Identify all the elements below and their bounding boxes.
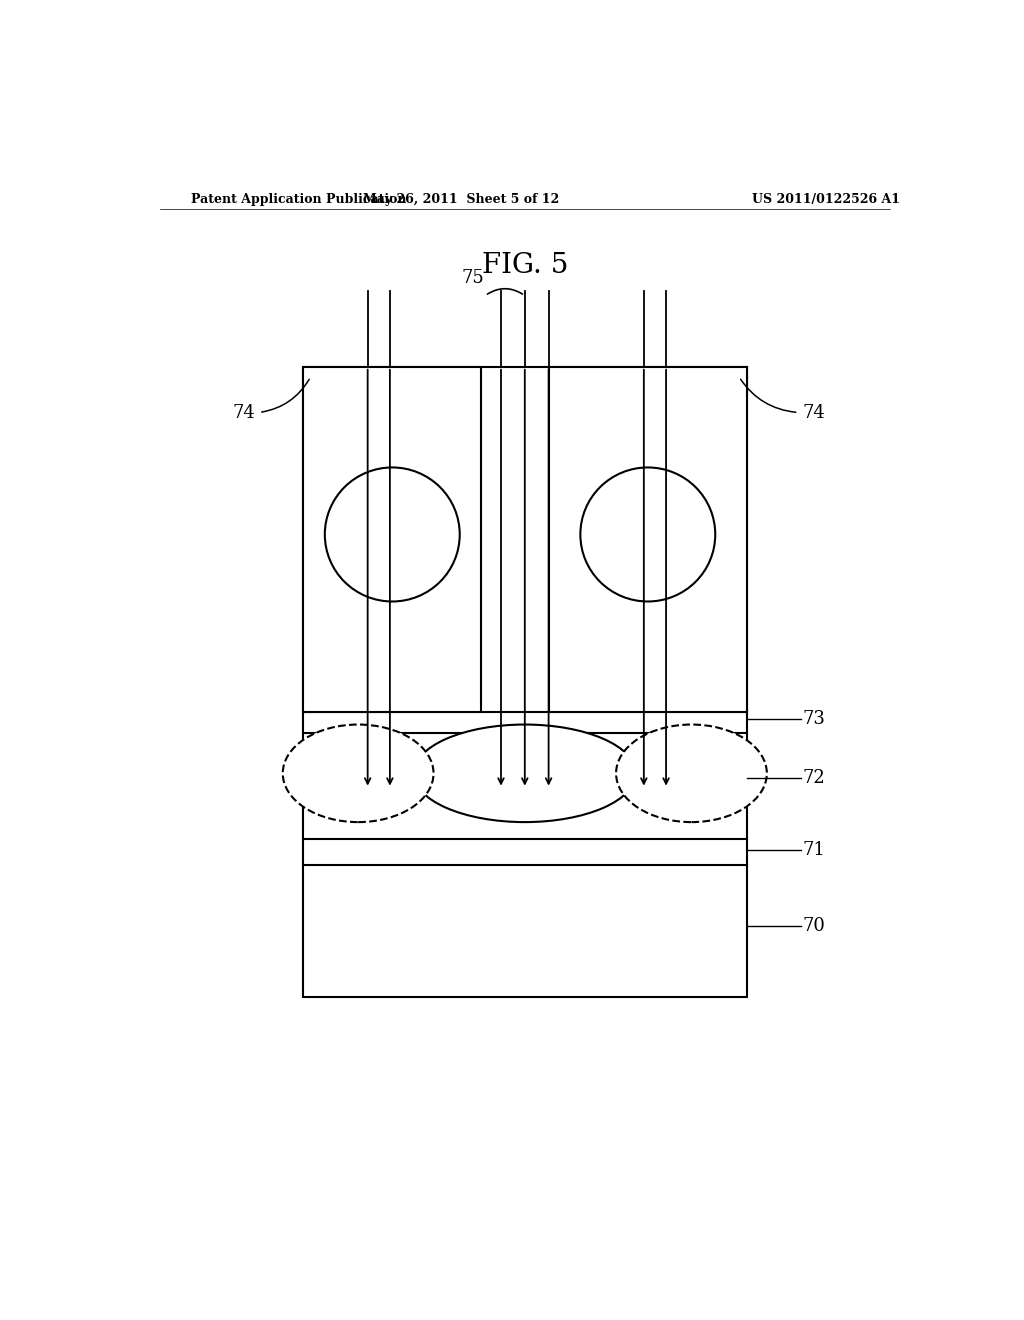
Ellipse shape: [325, 467, 460, 602]
Text: Patent Application Publication: Patent Application Publication: [191, 193, 407, 206]
Ellipse shape: [283, 725, 433, 822]
Text: 72: 72: [803, 770, 825, 788]
Text: 73: 73: [803, 710, 825, 729]
Text: 74: 74: [803, 404, 825, 421]
Text: May 26, 2011  Sheet 5 of 12: May 26, 2011 Sheet 5 of 12: [364, 193, 559, 206]
Text: 74: 74: [232, 404, 255, 421]
Text: 75: 75: [462, 269, 484, 288]
Text: 70: 70: [803, 917, 825, 935]
Text: 71: 71: [803, 841, 825, 858]
Bar: [303, 367, 748, 997]
Bar: [549, 367, 748, 713]
Text: US 2011/0122526 A1: US 2011/0122526 A1: [753, 193, 900, 206]
Ellipse shape: [581, 467, 715, 602]
Ellipse shape: [414, 725, 636, 822]
Bar: [303, 367, 481, 713]
Ellipse shape: [616, 725, 767, 822]
Text: FIG. 5: FIG. 5: [481, 252, 568, 279]
